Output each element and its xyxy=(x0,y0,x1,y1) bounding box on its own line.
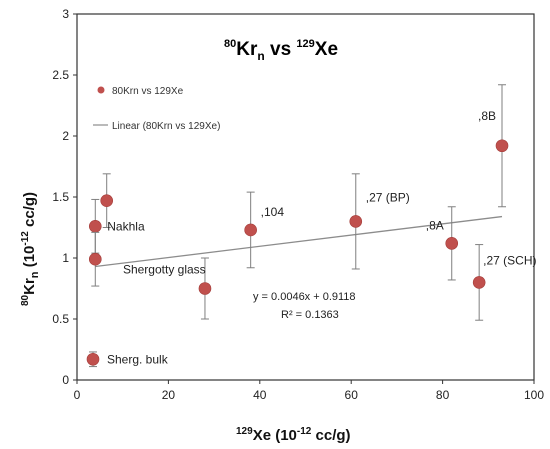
legend: 80Krn vs 129Xe Linear (80Krn vs 129Xe) xyxy=(93,86,220,132)
chart-title: 80Krn vs 129Xe xyxy=(224,38,338,63)
point-label: Shergotty glass xyxy=(123,263,206,277)
data-point xyxy=(88,198,102,254)
point-label: ,8A xyxy=(426,218,444,232)
legend-trend-label: Linear (80Krn vs 129Xe) xyxy=(112,121,220,132)
y-tick-label: 1 xyxy=(62,251,69,265)
point-marker xyxy=(88,252,102,266)
data-point xyxy=(495,84,509,208)
point-marker xyxy=(86,352,100,366)
data-point xyxy=(445,206,459,281)
data-point xyxy=(198,257,212,320)
point-marker xyxy=(244,223,257,237)
y-tick-label: 1.5 xyxy=(52,190,69,204)
r-squared: R² = 0.1363 xyxy=(281,309,339,321)
data-point xyxy=(86,351,100,368)
y-axis-title: 80Krn (10-12 cc/g) xyxy=(20,192,41,306)
x-tick-label: 20 xyxy=(162,388,176,402)
trendline-path xyxy=(95,215,503,268)
point-marker xyxy=(88,219,102,233)
plot-area xyxy=(76,13,535,381)
point-label: ,27 (SCH) xyxy=(483,253,536,267)
point-labels: Sherg. bulk Nakhla Shergotty glass ,104 ,27 … xyxy=(107,109,537,367)
x-tick-label: 0 xyxy=(74,388,81,402)
axis-ticks: 0 20 40 60 80 100 0 0.5 1 1.5 2 2.5 3 xyxy=(52,7,544,402)
y-tick-label: 3 xyxy=(62,7,69,21)
point-label: ,27 (BP) xyxy=(366,190,410,204)
y-tick-label: 0 xyxy=(62,373,69,387)
point-label: Sherg. bulk xyxy=(107,352,169,366)
point-marker xyxy=(495,139,509,153)
point-label: Nakhla xyxy=(107,219,145,233)
y-tick-label: 2 xyxy=(62,129,69,143)
point-marker xyxy=(349,215,363,228)
data-point xyxy=(100,173,114,228)
point-marker xyxy=(472,276,486,289)
legend-marker xyxy=(97,86,105,94)
trendline xyxy=(95,215,503,268)
x-tick-label: 100 xyxy=(524,388,544,402)
y-tick-label: 0.5 xyxy=(52,312,69,326)
point-marker xyxy=(445,237,459,250)
trend-equation: y = 0.0046x + 0.9118 xyxy=(253,291,356,303)
y-tick-label: 2.5 xyxy=(52,68,69,82)
point-marker xyxy=(100,194,114,207)
point-label: ,8B xyxy=(478,109,496,123)
x-tick-label: 60 xyxy=(345,388,359,402)
data-point xyxy=(472,244,486,321)
data-points xyxy=(86,84,509,368)
legend-series-label: 80Krn vs 129Xe xyxy=(112,86,184,97)
plot-border xyxy=(76,13,535,381)
x-tick-label: 80 xyxy=(436,388,450,402)
point-marker xyxy=(198,282,212,295)
data-point xyxy=(244,191,257,269)
data-point xyxy=(88,231,102,287)
point-label: ,104 xyxy=(261,205,285,219)
data-point xyxy=(349,173,363,270)
x-axis-title: 129Xe (10-12 cc/g) xyxy=(236,426,351,444)
x-tick-label: 40 xyxy=(253,388,267,402)
